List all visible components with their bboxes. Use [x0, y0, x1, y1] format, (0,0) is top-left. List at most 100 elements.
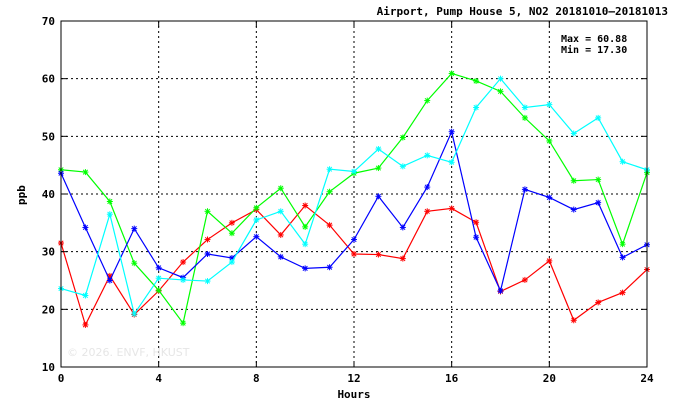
data-point: [253, 233, 260, 240]
data-point: [82, 224, 89, 231]
y-axis-label: ppb: [15, 185, 28, 205]
data-point: [131, 225, 138, 232]
data-point: [448, 159, 455, 166]
data-point: [546, 101, 553, 108]
axes-group: 0 4 8 12 16 20 24 10 20 30 40 50 60 70: [42, 15, 654, 385]
data-point: [521, 276, 528, 283]
data-point: [351, 236, 357, 243]
data-point: [302, 265, 309, 272]
data-point: [180, 276, 187, 283]
data-point: [277, 208, 284, 215]
y-tick-label-5: 60: [42, 73, 55, 86]
data-point: [204, 236, 211, 243]
data-point: [399, 255, 406, 262]
data-point: [570, 317, 577, 324]
data-point: [302, 223, 309, 230]
data-point: [595, 299, 602, 306]
x-tick-label-5: 20: [543, 372, 556, 385]
data-point: [375, 251, 382, 258]
data-point: [253, 216, 260, 223]
x-tick-label-3: 12: [347, 372, 360, 385]
data-point: [546, 137, 553, 144]
data-point: [546, 257, 553, 264]
data-point: [424, 97, 431, 104]
data-point: [155, 275, 162, 282]
data-point: [570, 177, 577, 184]
data-point: [521, 186, 528, 193]
data-point: [424, 208, 431, 215]
data-point: [570, 130, 577, 137]
data-point: [277, 185, 284, 192]
data-point: [302, 241, 309, 248]
y-tick-label-3: 40: [42, 188, 55, 201]
data-point: [619, 158, 626, 165]
data-point: [497, 75, 504, 82]
series-group: [58, 70, 650, 328]
data-point: [399, 134, 406, 141]
data-point: [351, 168, 357, 175]
data-point: [326, 264, 333, 271]
data-point: [497, 287, 504, 294]
data-point: [302, 202, 309, 209]
data-point: [131, 310, 138, 317]
data-point: [277, 253, 284, 260]
data-point: [326, 166, 333, 173]
data-point: [521, 104, 528, 111]
data-point: [131, 260, 138, 267]
data-point: [228, 230, 235, 237]
max-annotation: Max = 60.88: [561, 34, 627, 45]
data-point: [546, 194, 553, 201]
y-tick-label-2: 30: [42, 246, 55, 259]
data-point: [155, 287, 162, 294]
data-point: [326, 188, 333, 195]
data-point: [82, 292, 89, 299]
data-point: [595, 199, 602, 206]
data-point: [228, 219, 235, 226]
x-tick-label-6: 24: [640, 372, 654, 385]
data-point: [473, 77, 480, 84]
data-point: [375, 146, 382, 153]
data-point: [473, 234, 480, 241]
data-point: [180, 320, 187, 327]
grid-lines: [61, 21, 647, 367]
data-point: [570, 206, 577, 213]
data-point: [448, 205, 455, 212]
x-tick-label-2: 8: [253, 372, 260, 385]
data-point: [448, 128, 455, 135]
data-point: [106, 211, 113, 218]
data-point: [595, 176, 602, 183]
data-point: [375, 165, 382, 172]
data-point: [424, 184, 431, 191]
data-point: [277, 231, 284, 238]
x-tick-label-1: 4: [155, 372, 162, 385]
x-tick-label-0: 0: [58, 372, 65, 385]
min-annotation: Min = 17.30: [561, 44, 627, 56]
data-point: [106, 277, 113, 284]
data-point: [473, 104, 480, 111]
data-point: [619, 254, 626, 261]
data-point: [351, 250, 357, 257]
data-point: [375, 193, 382, 200]
data-point: [82, 321, 89, 328]
data-point: [619, 289, 626, 296]
data-point: [180, 259, 187, 266]
y-tick-label-4: 50: [42, 130, 55, 143]
data-point: [204, 250, 211, 257]
y-tick-label-6: 70: [42, 15, 55, 28]
data-point: [497, 88, 504, 95]
data-point: [619, 241, 626, 248]
data-point: [521, 114, 528, 121]
chart-title: Airport, Pump House 5, NO2 20181010–2018…: [377, 5, 668, 18]
data-point: [253, 204, 260, 211]
y-tick-label-0: 10: [42, 361, 55, 374]
data-point: [473, 219, 480, 226]
data-point: [204, 208, 211, 215]
data-point: [326, 222, 333, 229]
data-point: [399, 224, 406, 231]
data-point: [399, 163, 406, 170]
data-point: [228, 259, 235, 266]
data-point: [106, 198, 113, 205]
y-tick-label-1: 20: [42, 303, 55, 316]
data-point: [155, 264, 162, 271]
